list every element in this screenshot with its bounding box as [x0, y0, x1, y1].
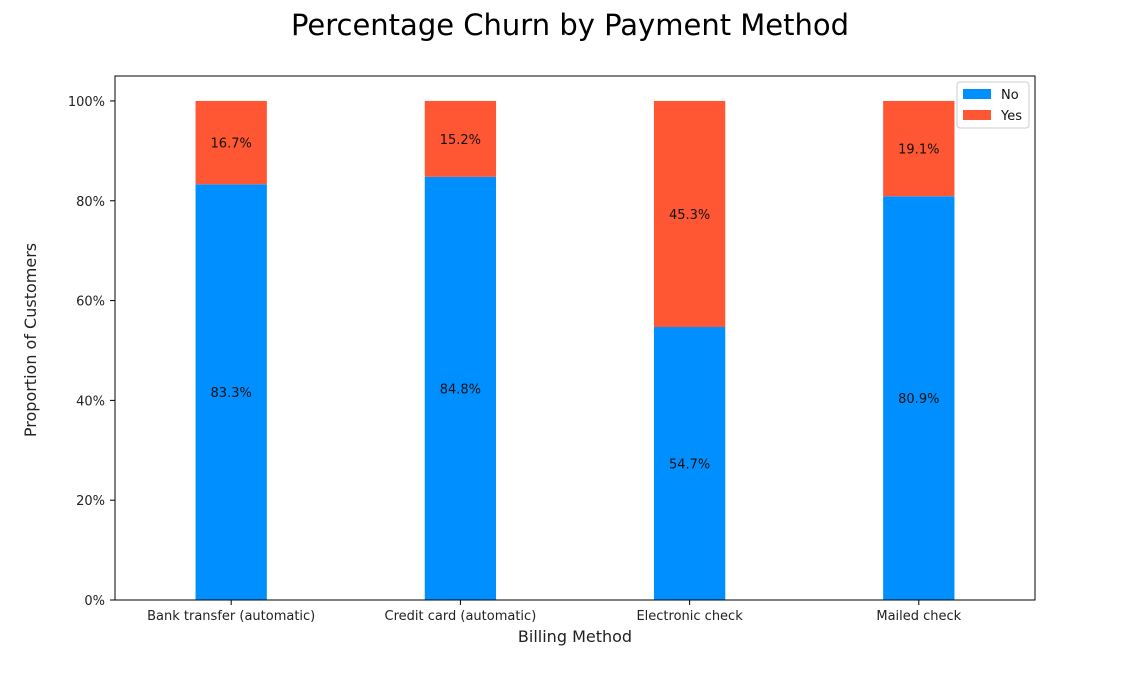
- y-tick-label: 40%: [76, 394, 105, 409]
- chart-title: Percentage Churn by Payment Method: [290, 8, 850, 42]
- bar-yes-3: [883, 100, 955, 197]
- bar-no-0: [195, 184, 267, 601]
- x-axis: Bank transfer (automatic) Credit card (au…: [147, 600, 962, 624]
- x-tick-label: Bank transfer (automatic): [147, 609, 315, 624]
- y-axis: 0% 20% 40% 60% 80% 100%: [68, 95, 115, 609]
- data-label-yes-3: 19.1%: [898, 143, 939, 158]
- x-tick-label: Electronic check: [636, 609, 743, 624]
- legend-swatch-no: [963, 89, 991, 99]
- data-label-no-2: 54.7%: [669, 458, 710, 473]
- x-axis-label: Billing Method: [518, 627, 632, 646]
- x-tick-label: Mailed check: [876, 609, 961, 624]
- bar-yes-0: [195, 100, 267, 185]
- y-tick-label: 0%: [84, 594, 105, 609]
- plot-frame: [114, 75, 1036, 601]
- y-tick-label: 20%: [76, 494, 105, 509]
- y-axis-label: Proportion of Customers: [21, 243, 40, 437]
- data-label-yes-1: 15.2%: [440, 133, 481, 148]
- y-tick-label: 80%: [76, 195, 105, 210]
- bar-no-2: [653, 327, 726, 600]
- legend-label-no: No: [1001, 88, 1019, 103]
- legend-label-yes: Yes: [1000, 109, 1022, 124]
- legend-swatch-yes: [963, 110, 991, 120]
- data-label-no-0: 83.3%: [211, 386, 252, 401]
- y-tick-label: 100%: [68, 95, 105, 110]
- legend: No Yes: [956, 81, 1030, 129]
- data-label-yes-0: 16.7%: [211, 137, 252, 152]
- bar-yes-1: [424, 100, 497, 177]
- data-labels-layer: 83.3% 16.7% 84.8% 15.2% 54.7% 45.3% 80.9% 19.1%: [211, 133, 940, 473]
- bar-no-3: [883, 196, 955, 600]
- data-label-no-1: 84.8%: [440, 382, 481, 397]
- data-label-yes-2: 45.3%: [669, 208, 710, 223]
- y-tick-label: 60%: [76, 295, 105, 310]
- data-label-no-3: 80.9%: [898, 392, 939, 407]
- bars-layer: [195, 100, 955, 601]
- x-tick-label: Credit card (automatic): [385, 609, 537, 624]
- bar-no-1: [424, 176, 497, 600]
- bar-yes-2: [653, 100, 726, 328]
